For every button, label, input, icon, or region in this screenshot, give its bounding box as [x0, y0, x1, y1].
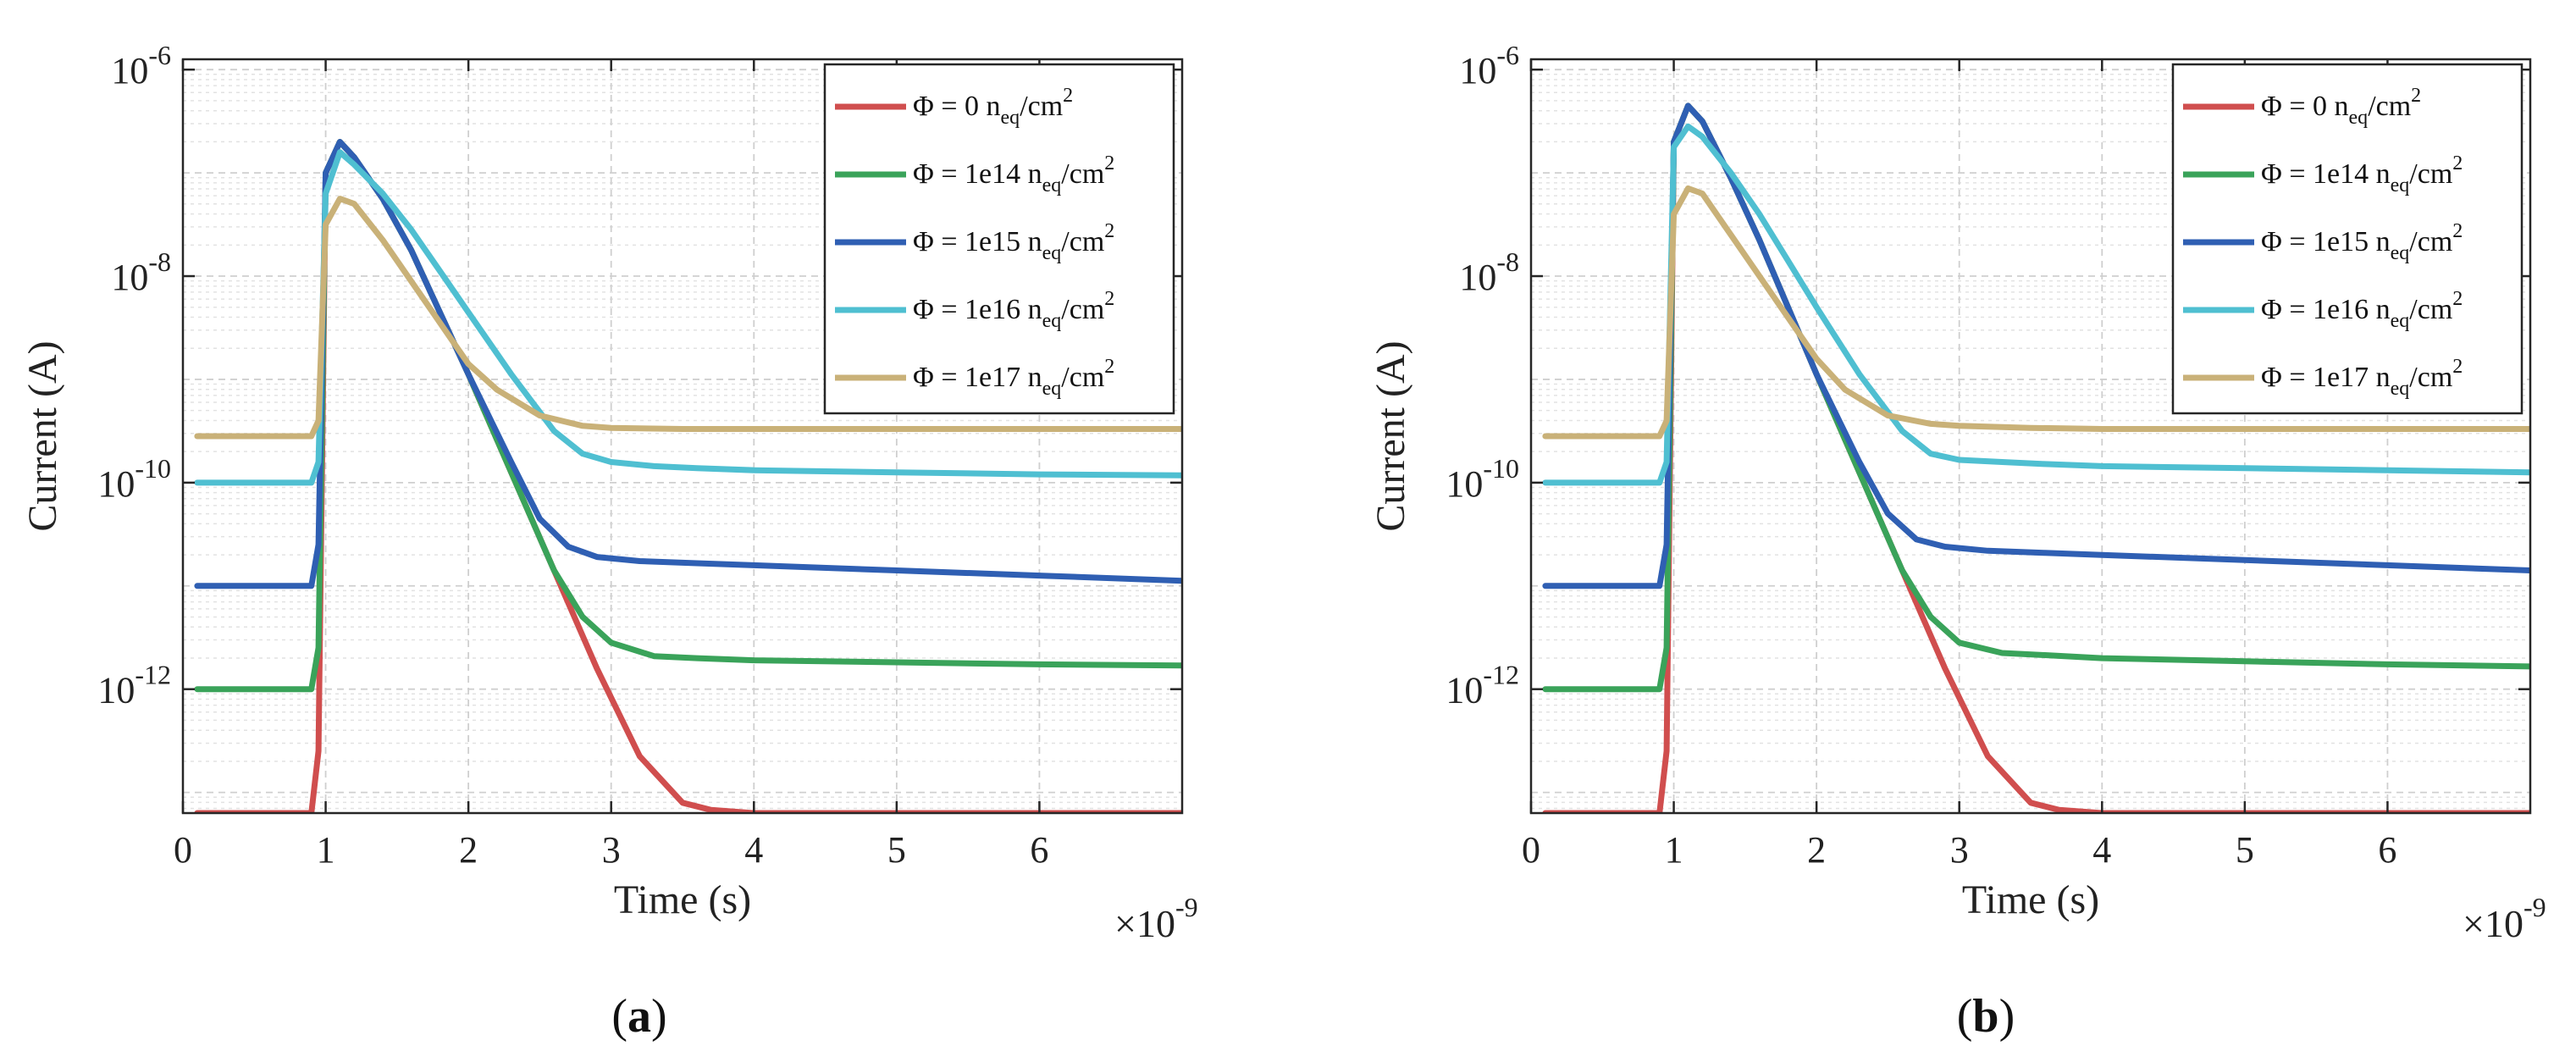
- x-axis-title: Time (s): [1962, 877, 2099, 922]
- y-tick-label: 10-10: [1446, 453, 1519, 505]
- x-axis-multiplier: ×10-9: [2463, 892, 2546, 945]
- x-axis-multiplier: ×10-9: [1114, 892, 1198, 945]
- x-tick-label: 6: [2378, 829, 2396, 871]
- series-line-3: [194, 149, 1182, 486]
- panel-label: (a): [611, 990, 666, 1043]
- y-axis-title: Current (A): [20, 340, 65, 531]
- legend-entry: Φ = 1e17 neq/cm2: [2261, 356, 2463, 400]
- legend-entry: Φ = 1e16 neq/cm2: [913, 288, 1114, 332]
- legend: Φ = 0 neq/cm2 Φ = 1e14 neq/cm2 Φ = 1e15 ne…: [2171, 63, 2523, 415]
- axes-frame: [181, 58, 1184, 815]
- axes-frame: [1529, 58, 2532, 815]
- x-tick-label: 4: [744, 829, 763, 871]
- legend-entry: Φ = 1e15 neq/cm2: [2261, 220, 2463, 264]
- series-line-4: [194, 196, 1182, 440]
- y-axis-title: Current (A): [1368, 340, 1413, 531]
- legend-entry: Φ = 1e14 neq/cm2: [913, 152, 1114, 196]
- y-tick-label: 10-8: [111, 246, 171, 298]
- x-tick-label: 4: [2092, 829, 2111, 871]
- panel-a: 0 1 2 3 4 5 6 10-6 10-8 10-10 10-12 Time (s) Current…: [20, 40, 1198, 1043]
- series-line-2: [1542, 102, 2530, 589]
- legend-box: [823, 63, 1175, 415]
- y-tick-label: 10-12: [1446, 660, 1519, 711]
- legend-entry: Φ = 1e16 neq/cm2: [2261, 288, 2463, 332]
- x-tick-label: 5: [887, 829, 906, 871]
- panel-b: 0 1 2 3 4 5 6 10-6 10-8 10-10 10-12 Time (s) Current…: [1368, 40, 2546, 1043]
- x-tick-label: 0: [1522, 829, 1540, 871]
- x-tick-label: 2: [1807, 829, 1826, 871]
- x-tick-label: 6: [1030, 829, 1048, 871]
- x-tick-label: 2: [459, 829, 478, 871]
- x-tick-label: 3: [602, 829, 621, 871]
- legend: Φ = 0 neq/cm2 Φ = 1e14 neq/cm2 Φ = 1e15 ne…: [823, 63, 1175, 415]
- x-tick-label: 0: [174, 829, 192, 871]
- series-group: [1542, 102, 2530, 813]
- x-tick-label: 5: [2236, 829, 2254, 871]
- y-tick-label: 10-12: [97, 660, 171, 711]
- legend-entry: Φ = 0 neq/cm2: [913, 85, 1073, 129]
- legend-entry: Φ = 1e17 neq/cm2: [913, 356, 1114, 400]
- y-tick-label: 10-6: [111, 40, 171, 91]
- series-line-2: [194, 139, 1182, 589]
- series-line-3: [1542, 123, 2530, 486]
- series-line-4: [1542, 185, 2530, 440]
- y-tick-label: 10-8: [1459, 246, 1519, 298]
- x-tick-label: 1: [317, 829, 335, 871]
- legend-entry: Φ = 1e14 neq/cm2: [2261, 152, 2463, 196]
- legend-box: [2171, 63, 2523, 415]
- panel-label: (b): [1957, 990, 2015, 1043]
- legend-entry: Φ = 0 neq/cm2: [2261, 85, 2421, 129]
- x-tick-label: 1: [1665, 829, 1683, 871]
- y-tick-label: 10-10: [97, 453, 171, 505]
- y-tick-label: 10-6: [1459, 40, 1519, 91]
- legend-entry: Φ = 1e15 neq/cm2: [913, 220, 1114, 264]
- x-tick-label: 3: [1950, 829, 1969, 871]
- x-axis-title: Time (s): [614, 877, 751, 922]
